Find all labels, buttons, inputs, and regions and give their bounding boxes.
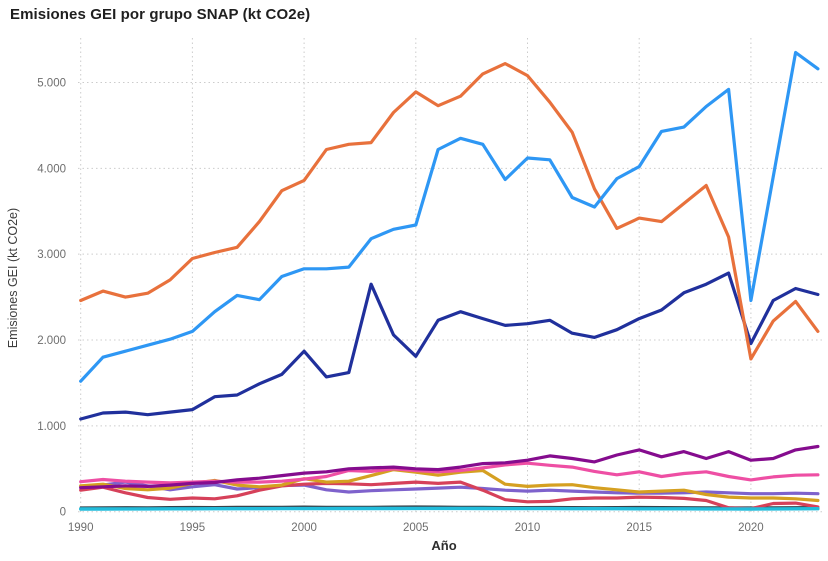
series-line-serie-naranja xyxy=(79,61,820,361)
x-tick-label: 2005 xyxy=(403,522,429,534)
x-tick-label: 1995 xyxy=(180,522,206,534)
series-line-serie-azul-claro xyxy=(79,50,820,383)
series-line-serie-roja xyxy=(79,480,820,511)
x-tick-label: 2015 xyxy=(626,522,652,534)
chart-title: Emisiones GEI por grupo SNAP (kt CO2e) xyxy=(10,6,311,23)
series-line-serie-cian xyxy=(78,506,820,511)
series-line-serie-morada-oscura xyxy=(79,444,820,490)
series-line-serie-azul-marino xyxy=(79,271,820,421)
x-tick-label: 2000 xyxy=(291,522,317,534)
y-tick-label: 4.000 xyxy=(37,163,66,175)
x-tick-label: 2020 xyxy=(738,522,764,534)
y-tick-label: 0 xyxy=(60,507,66,519)
y-tick-label: 2.000 xyxy=(37,335,66,347)
x-tick-label: 1990 xyxy=(68,522,94,534)
y-tick-label: 3.000 xyxy=(37,249,66,261)
y-tick-label: 1.000 xyxy=(37,421,66,433)
y-tick-label: 5.000 xyxy=(37,78,66,90)
x-axis-title: Año xyxy=(431,538,457,553)
x-tick-label: 2010 xyxy=(515,522,541,534)
